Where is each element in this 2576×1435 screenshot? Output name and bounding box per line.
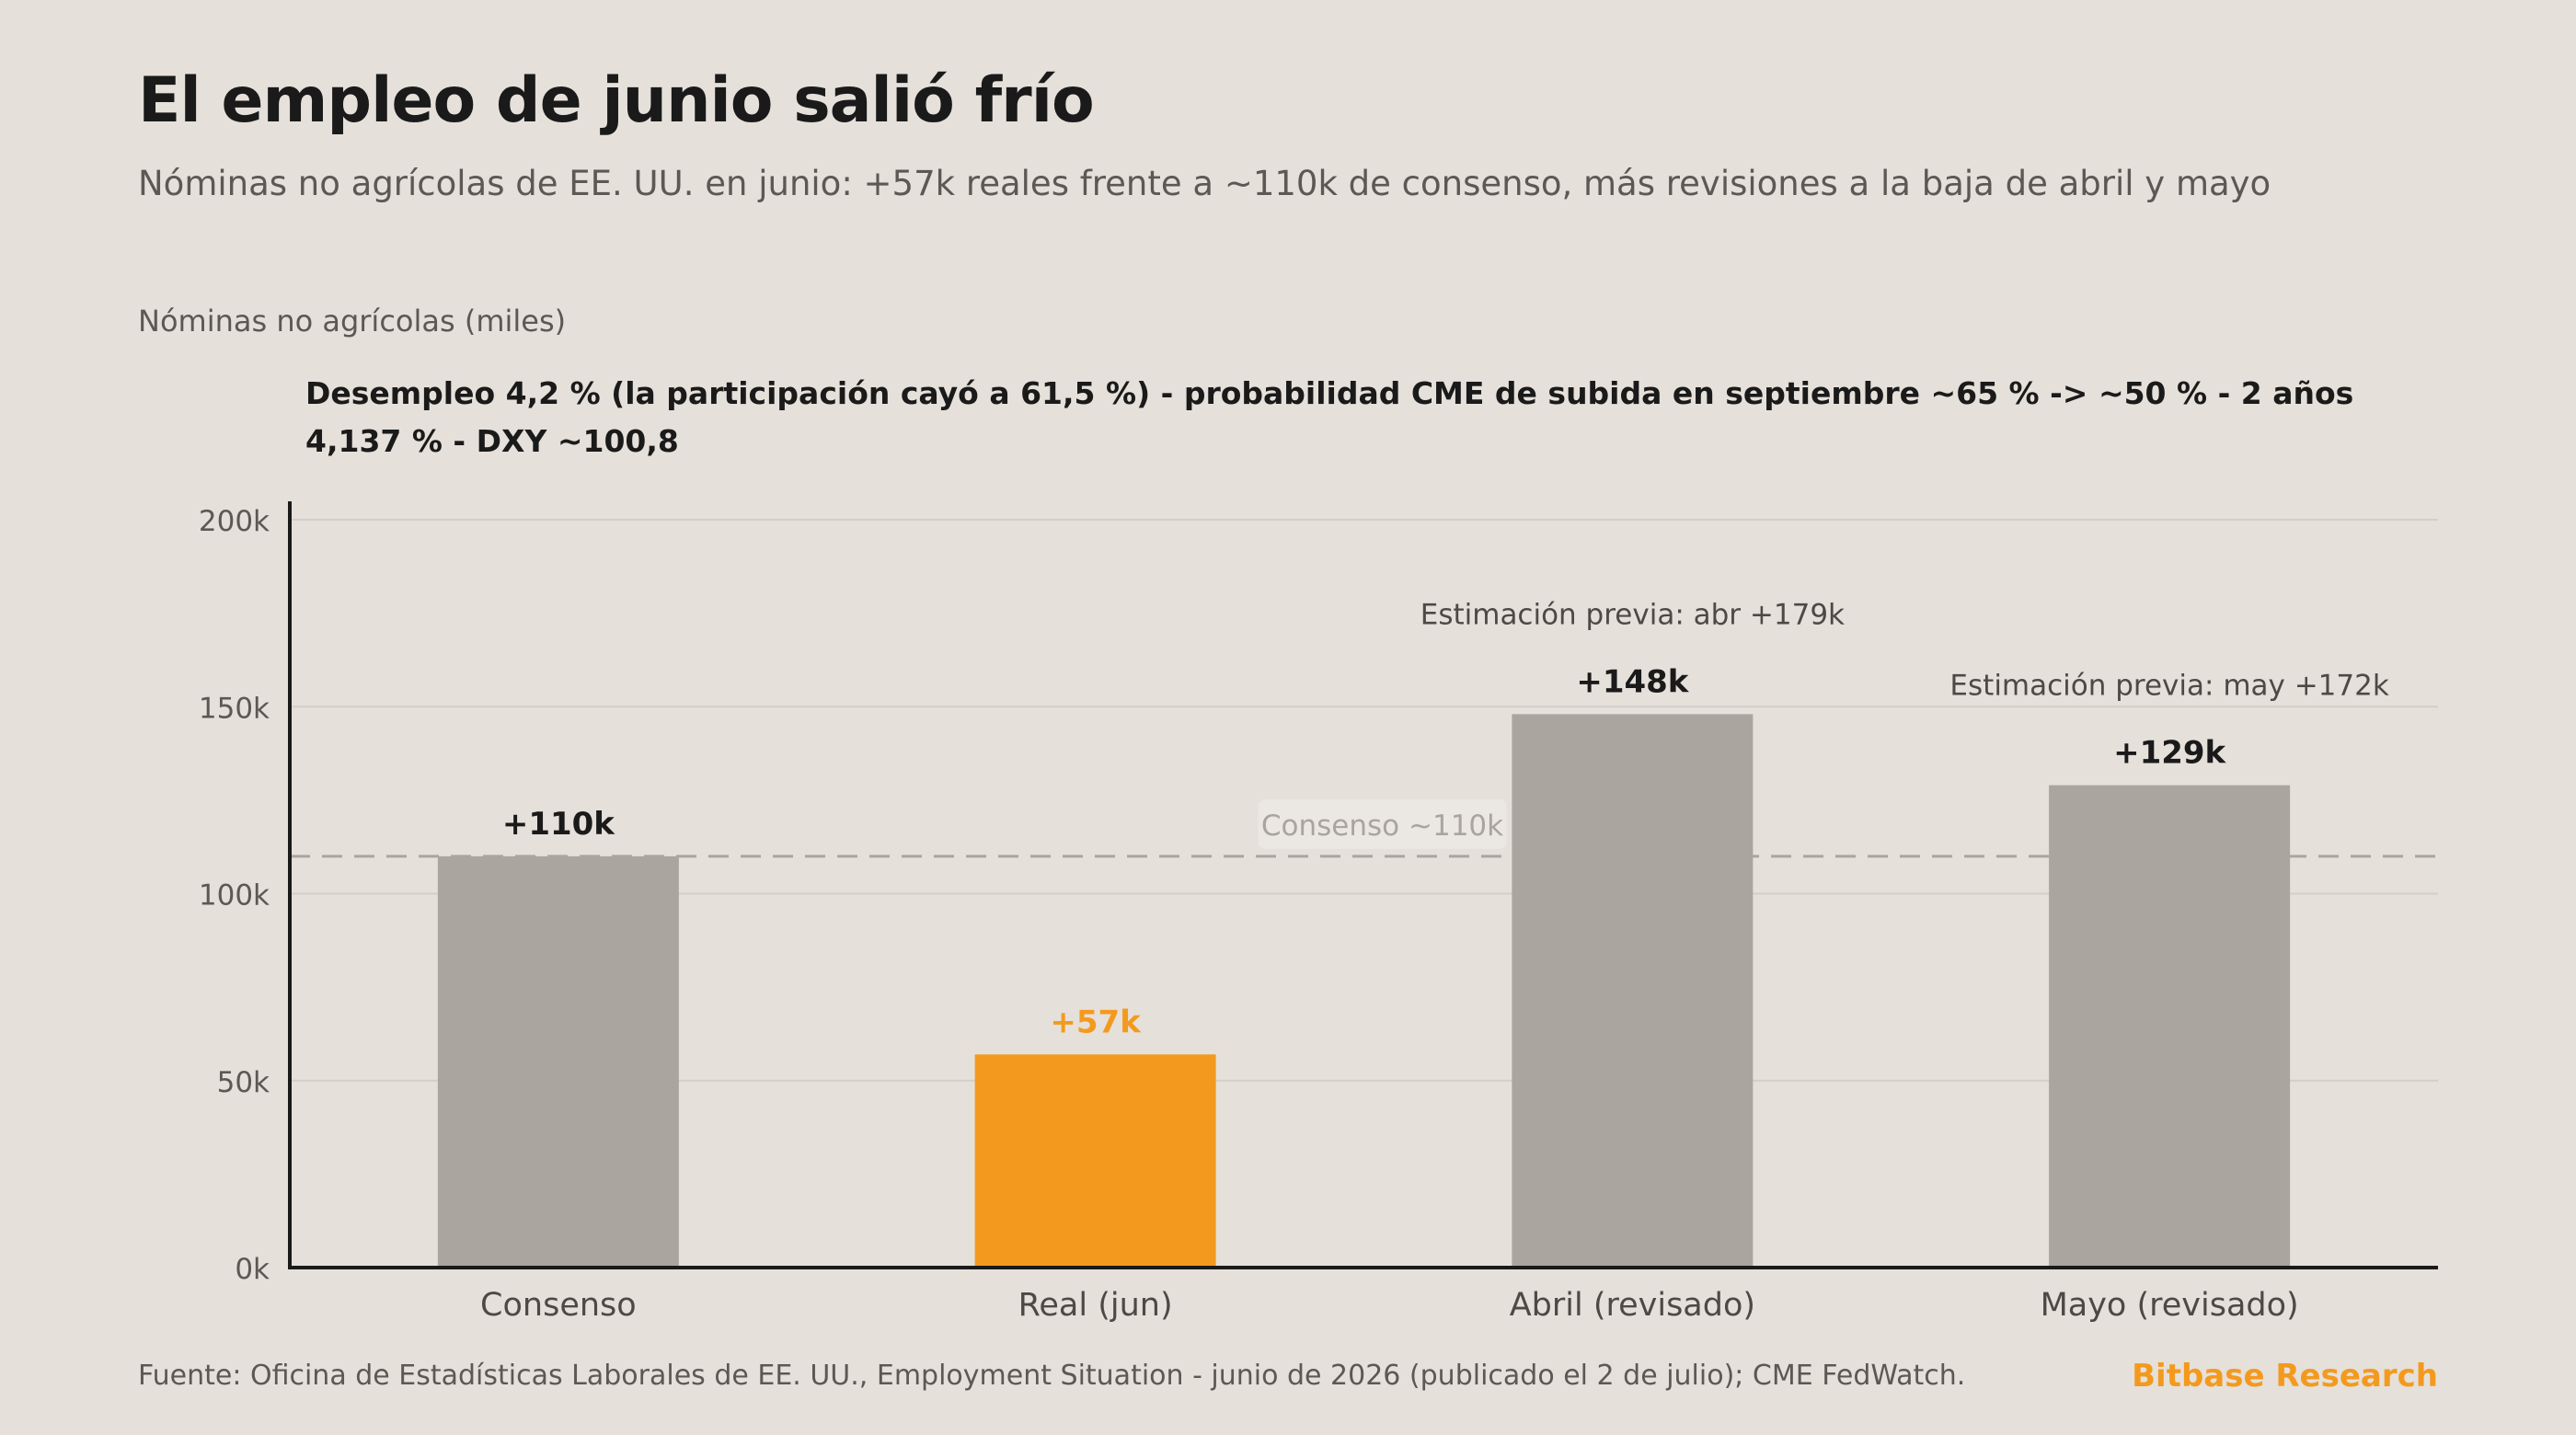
chart-title: El empleo de junio salió frío: [138, 64, 1095, 137]
x-tick-label: Real (jun): [1018, 1287, 1173, 1324]
macro-annotation: Desempleo 4,2 % (la participación cayó a…: [305, 375, 2354, 459]
reference-label-background: [1258, 798, 1507, 849]
x-tick-label: Mayo (revisado): [2041, 1287, 2299, 1324]
bar: [437, 855, 679, 1268]
y-tick-label: 100k: [199, 879, 270, 913]
y-axis-label: Nóminas no agrícolas (miles): [138, 304, 567, 339]
x-tick-label: Abril (revisado): [1510, 1287, 1755, 1324]
chart-subtitle: Nóminas no agrícolas de EE. UU. en junio…: [138, 164, 2271, 203]
bar-note: Estimación previa: may +172k: [1949, 670, 2388, 703]
bar-value-label: +57k: [1050, 1004, 1142, 1040]
reference-line-label: Consenso ~110k: [1261, 809, 1503, 843]
source-note: Fuente: Oficina de Estadísticas Laborale…: [138, 1360, 1966, 1392]
bar-note: Estimación previa: abr +179k: [1420, 598, 1845, 631]
y-tick-label: 50k: [217, 1066, 270, 1099]
bar: [2049, 785, 2291, 1268]
bar: [1512, 714, 1754, 1268]
y-tick-label: 200k: [199, 505, 270, 538]
y-tick-label: 0k: [235, 1253, 270, 1286]
bar-value-label: +129k: [2113, 735, 2226, 772]
bar: [974, 1054, 1216, 1268]
bar-value-label: +110k: [502, 806, 615, 843]
y-tick-label: 150k: [199, 692, 270, 725]
bar-value-label: +148k: [1576, 663, 1689, 700]
brand-label: Bitbase Research: [2132, 1358, 2438, 1395]
x-tick-label: Consenso: [480, 1287, 637, 1324]
